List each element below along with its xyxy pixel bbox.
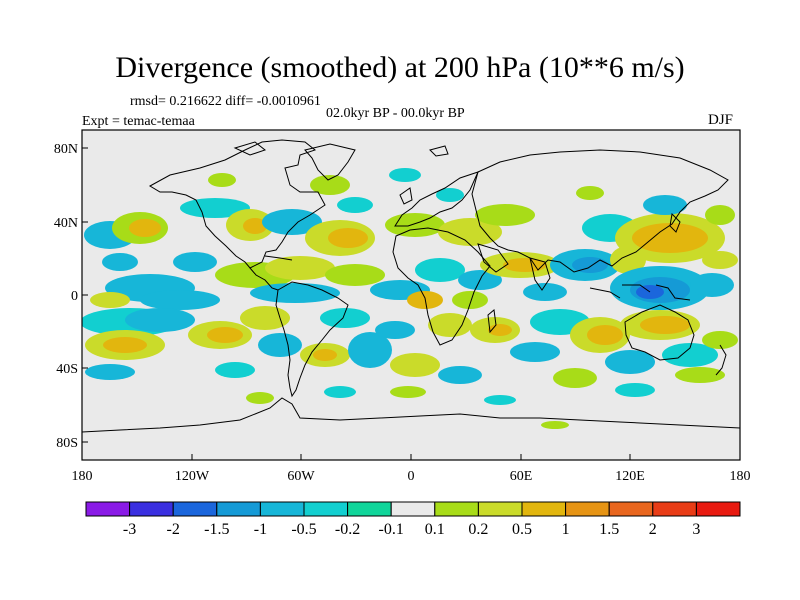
colorbar-swatch (521, 501, 567, 517)
colorbar-swatch (434, 501, 479, 517)
lon-label-60w: 60W (287, 469, 315, 484)
colorbar-swatch (85, 501, 131, 517)
lat-label-40n: 40N (54, 216, 78, 231)
colorbar-swatch (216, 501, 261, 517)
coastlines (82, 139, 740, 433)
lat-label-80s: 80S (56, 436, 78, 451)
colorbar-swatch (303, 501, 349, 517)
lat-label-eq: 0 (71, 289, 78, 304)
map-title: Divergence (smoothed) at 200 hPa (10**6 … (115, 51, 685, 84)
lon-label-120e: 120E (615, 469, 645, 484)
colorbar-swatch (259, 501, 305, 517)
colorbar-label: 1.5 (599, 521, 619, 538)
colorbar-label: 0.1 (425, 521, 445, 538)
colorbar-label: -1 (254, 521, 267, 538)
colorbar-swatch (565, 501, 610, 517)
colorbar-label: 0.5 (512, 521, 532, 538)
lon-label-180e: 180 (730, 469, 751, 484)
axis-ticks (81, 147, 741, 460)
rmsd-diff-stats: rmsd= 0.216622 diff= -0.0010961 (130, 94, 321, 109)
experiment-label: Expt = temac-temaa (82, 114, 195, 129)
colorbar: -3 -2 -1.5 -1 -0.5 -0.2 -0.1 0.1 0.2 0.5 1 1.5 2 3 (85, 501, 741, 538)
season-label: DJF (708, 112, 734, 128)
colorbar-swatch (347, 501, 392, 517)
colorbar-label: -1.5 (204, 521, 229, 538)
colorbar-label: 3 (692, 521, 700, 538)
colorbar-label: -0.2 (335, 521, 360, 538)
colorbar-swatch (390, 501, 436, 517)
colorbar-swatch (477, 501, 523, 517)
colorbar-swatch (652, 501, 697, 517)
colorbar-label: 1 (562, 521, 570, 538)
colorbar-swatch (695, 501, 741, 517)
time-period-label: 02.0kyr BP - 00.0kyr BP (326, 106, 465, 121)
lon-label-60e: 60E (510, 469, 533, 484)
colorbar-label: -0.1 (379, 521, 404, 538)
colorbar-swatch (129, 501, 174, 517)
colorbar-label: 0.2 (468, 521, 488, 538)
colorbar-label: 2 (649, 521, 657, 538)
lon-label-120w: 120W (175, 469, 210, 484)
lon-label-0: 0 (408, 469, 415, 484)
colorbar-label: -2 (167, 521, 180, 538)
lat-label-40s: 40S (56, 362, 78, 377)
colorbar-swatch (608, 501, 654, 517)
colorbar-label: -0.5 (291, 521, 316, 538)
colorbar-label: -3 (123, 521, 136, 538)
lat-label-80n: 80N (54, 142, 78, 157)
colorbar-swatch (172, 501, 218, 517)
lon-label-180w: 180 (72, 469, 93, 484)
